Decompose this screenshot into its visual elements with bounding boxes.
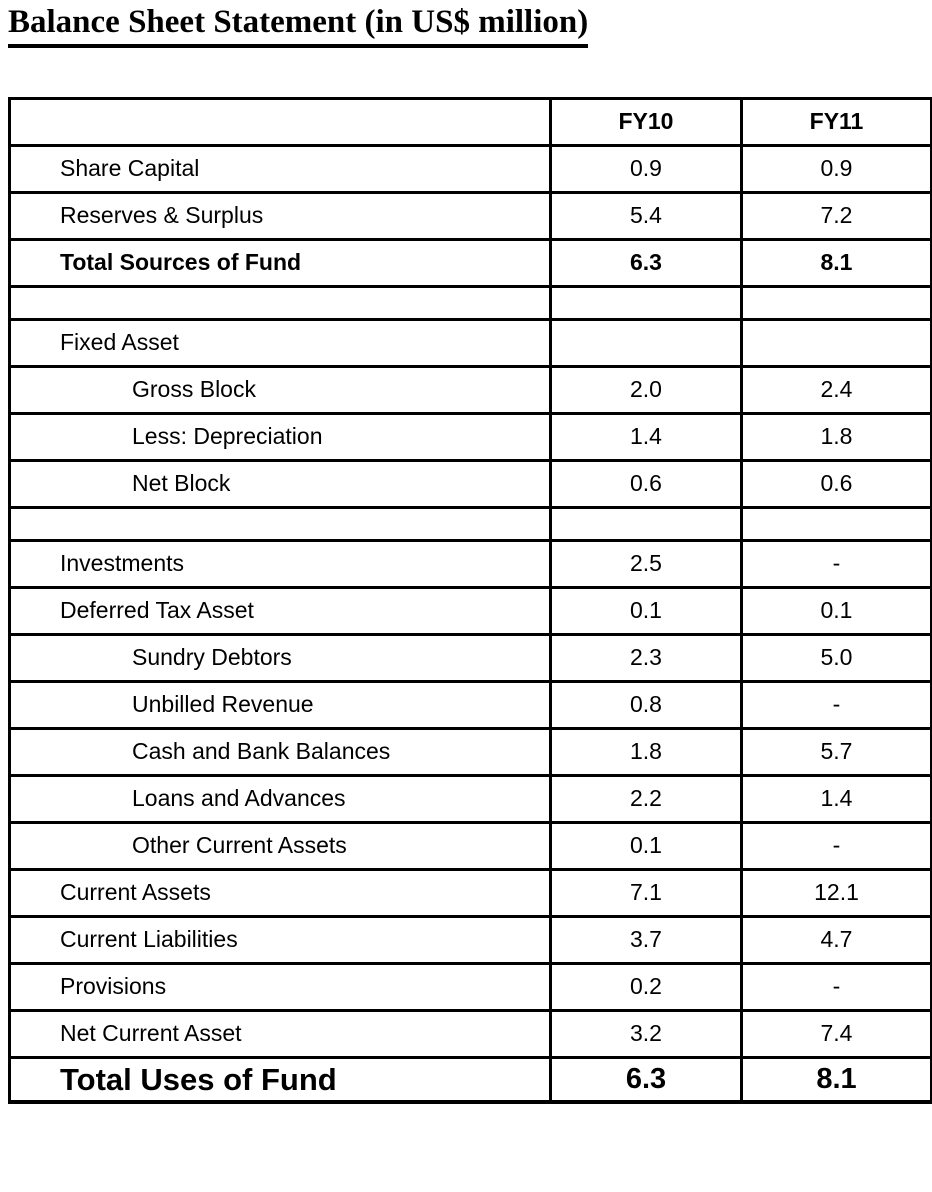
fy10-value: 3.2 xyxy=(549,1008,743,1059)
table-row: Cash and Bank Balances 1.8 5.7 xyxy=(8,726,932,777)
table-row: Reserves & Surplus 5.4 7.2 xyxy=(8,190,932,241)
row-label: Cash and Bank Balances xyxy=(8,726,552,777)
fy10-value: 0.1 xyxy=(549,820,743,871)
header-empty-cell xyxy=(8,96,552,147)
fy10-value xyxy=(549,284,743,321)
row-label: Less: Depreciation xyxy=(8,411,552,462)
fy10-value: 0.2 xyxy=(549,961,743,1012)
row-label: Other Current Assets xyxy=(8,820,552,871)
row-label: Net Block xyxy=(8,458,552,509)
row-label: Sundry Debtors xyxy=(8,632,552,683)
row-label: Current Assets xyxy=(8,867,552,918)
table-row: Other Current Assets 0.1- xyxy=(8,820,932,871)
table-row: Net Current Asset 3.2 7.4 xyxy=(8,1008,932,1059)
table-row: Deferred Tax Asset 0.1 0.1 xyxy=(8,585,932,636)
header-col-fy10: FY10 xyxy=(549,96,743,147)
fy11-value: - xyxy=(740,961,932,1012)
fy11-value: 7.4 xyxy=(740,1008,932,1059)
table-row: Share Capital 0.9 0.9 xyxy=(8,143,932,194)
fy11-value: - xyxy=(740,679,932,730)
row-label: Fixed Asset xyxy=(8,317,552,368)
row-label: Total Sources of Fund xyxy=(8,237,552,288)
row-label: Investments xyxy=(8,538,552,589)
fy11-value: 5.7 xyxy=(740,726,932,777)
table-body: Share Capital 0.9 0.9 Reserves & Surplus 5.4… xyxy=(8,143,932,1104)
row-label xyxy=(8,284,552,321)
fy11-value xyxy=(740,505,932,542)
table-row: Net Block 0.6 0.6 xyxy=(8,458,932,509)
fy10-value: 0.8 xyxy=(549,679,743,730)
fy10-value xyxy=(549,317,743,368)
table-row: Gross Block 2.0 2.4 xyxy=(8,364,932,415)
fy10-value: 1.4 xyxy=(549,411,743,462)
fy10-value: 0.9 xyxy=(549,143,743,194)
table-row: Investments 2.5- xyxy=(8,538,932,589)
fy11-value: 1.8 xyxy=(740,411,932,462)
document-page: Balance Sheet Statement (in US$ million)… xyxy=(8,4,932,1105)
header-row: FY10 FY11 xyxy=(8,96,932,147)
fy11-value: 0.1 xyxy=(740,585,932,636)
fy11-value: 0.9 xyxy=(740,143,932,194)
row-label: Current Liabilities xyxy=(8,914,552,965)
fy11-value: - xyxy=(740,820,932,871)
fy11-value: 12.1 xyxy=(740,867,932,918)
fy10-value: 0.1 xyxy=(549,585,743,636)
fy10-value: 6.3 xyxy=(549,1055,743,1104)
fy11-value: - xyxy=(740,538,932,589)
fy11-value: 8.1 xyxy=(740,237,932,288)
fy10-value: 2.0 xyxy=(549,364,743,415)
fy11-value: 8.1 xyxy=(740,1055,932,1104)
fy11-value: 5.0 xyxy=(740,632,932,683)
table-row: Sundry Debtors 2.3 5.0 xyxy=(8,632,932,683)
table-row: Current Assets 7.1 12.1 xyxy=(8,867,932,918)
fy10-value: 2.3 xyxy=(549,632,743,683)
fy11-value: 0.6 xyxy=(740,458,932,509)
fy11-value xyxy=(740,317,932,368)
row-label: Share Capital xyxy=(8,143,552,194)
fy10-value: 3.7 xyxy=(549,914,743,965)
spacer-row xyxy=(8,505,932,542)
balance-sheet-table: FY10 FY11 Share Capital 0.9 0.9 Reserves & … xyxy=(8,96,932,1105)
fy10-value: 2.2 xyxy=(549,773,743,824)
spacer-row xyxy=(8,284,932,321)
fy10-value: 1.8 xyxy=(549,726,743,777)
row-label: Unbilled Revenue xyxy=(8,679,552,730)
page-title: Balance Sheet Statement (in US$ million) xyxy=(8,4,589,48)
fy10-value: 6.3 xyxy=(549,237,743,288)
table-row: Current Liabilities 3.7 4.7 xyxy=(8,914,932,965)
row-label: Net Current Asset xyxy=(8,1008,552,1059)
fy10-value xyxy=(549,505,743,542)
table-row: Unbilled Revenue 0.8- xyxy=(8,679,932,730)
fy11-value: 4.7 xyxy=(740,914,932,965)
table-row: Less: Depreciation 1.4 1.8 xyxy=(8,411,932,462)
table-row: Loans and Advances 2.2 1.4 xyxy=(8,773,932,824)
row-label xyxy=(8,505,552,542)
row-label: Loans and Advances xyxy=(8,773,552,824)
row-label: Provisions xyxy=(8,961,552,1012)
table-row: Fixed Asset xyxy=(8,317,932,368)
fy11-value: 7.2 xyxy=(740,190,932,241)
fy10-value: 0.6 xyxy=(549,458,743,509)
row-label: Total Uses of Fund xyxy=(8,1055,552,1104)
row-label: Reserves & Surplus xyxy=(8,190,552,241)
table-row: Total Sources of Fund 6.3 8.1 xyxy=(8,237,932,288)
fy10-value: 5.4 xyxy=(549,190,743,241)
fy10-value: 2.5 xyxy=(549,538,743,589)
fy11-value xyxy=(740,284,932,321)
fy11-value: 2.4 xyxy=(740,364,932,415)
row-label: Deferred Tax Asset xyxy=(8,585,552,636)
table-row: Total Uses of Fund 6.3 8.1 xyxy=(8,1055,932,1104)
fy10-value: 7.1 xyxy=(549,867,743,918)
header-col-fy11: FY11 xyxy=(740,96,932,147)
fy11-value: 1.4 xyxy=(740,773,932,824)
table-row: Provisions 0.2- xyxy=(8,961,932,1012)
row-label: Gross Block xyxy=(8,364,552,415)
